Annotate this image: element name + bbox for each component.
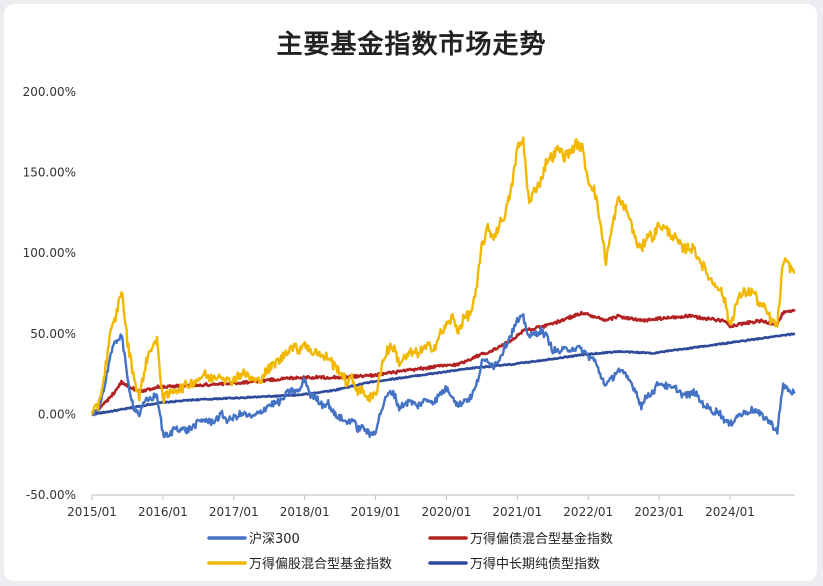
y-tick-label: 150.00% [23, 166, 76, 180]
x-tick-label: 2018/01 [280, 505, 330, 519]
x-tick-label: 2024/01 [705, 505, 755, 519]
x-tick-label: 2017/01 [209, 505, 259, 519]
chart-title: 主要基金指数市场走势 [276, 30, 547, 60]
y-tick-label: -50.00% [26, 488, 76, 502]
series-line-3 [91, 332, 796, 416]
x-tick-label: 2022/01 [563, 505, 613, 519]
plot-lines [90, 136, 796, 439]
legend-label-1: 万得偏债混合型基金指数 [470, 531, 613, 547]
x-tick-label: 2019/01 [351, 505, 401, 519]
x-tick-label: 2015/01 [67, 505, 117, 519]
y-tick-label: 100.00% [23, 246, 76, 260]
x-tick-label: 2016/01 [138, 505, 188, 519]
x-tick-label: 2021/01 [492, 505, 542, 519]
legend-label-3: 万得中长期纯债型指数 [470, 556, 600, 572]
axes: -50.00% 0.00% 50.00% 100.00% 150.00% 200.00% 2… [23, 85, 795, 519]
series-line-2 [90, 136, 796, 415]
series-line-1 [91, 308, 796, 416]
x-tick-label: 2023/01 [634, 505, 684, 519]
chart-card [4, 4, 817, 581]
y-tick-label: 200.00% [23, 85, 76, 99]
series-line-0 [90, 313, 796, 439]
y-tick-label: 0.00% [38, 407, 76, 421]
legend-label-2: 万得偏股混合型基金指数 [249, 556, 392, 572]
legend-label-0: 沪深300 [249, 531, 300, 547]
x-tick-label: 2020/01 [422, 505, 472, 519]
y-tick-label: 50.00% [30, 327, 76, 341]
